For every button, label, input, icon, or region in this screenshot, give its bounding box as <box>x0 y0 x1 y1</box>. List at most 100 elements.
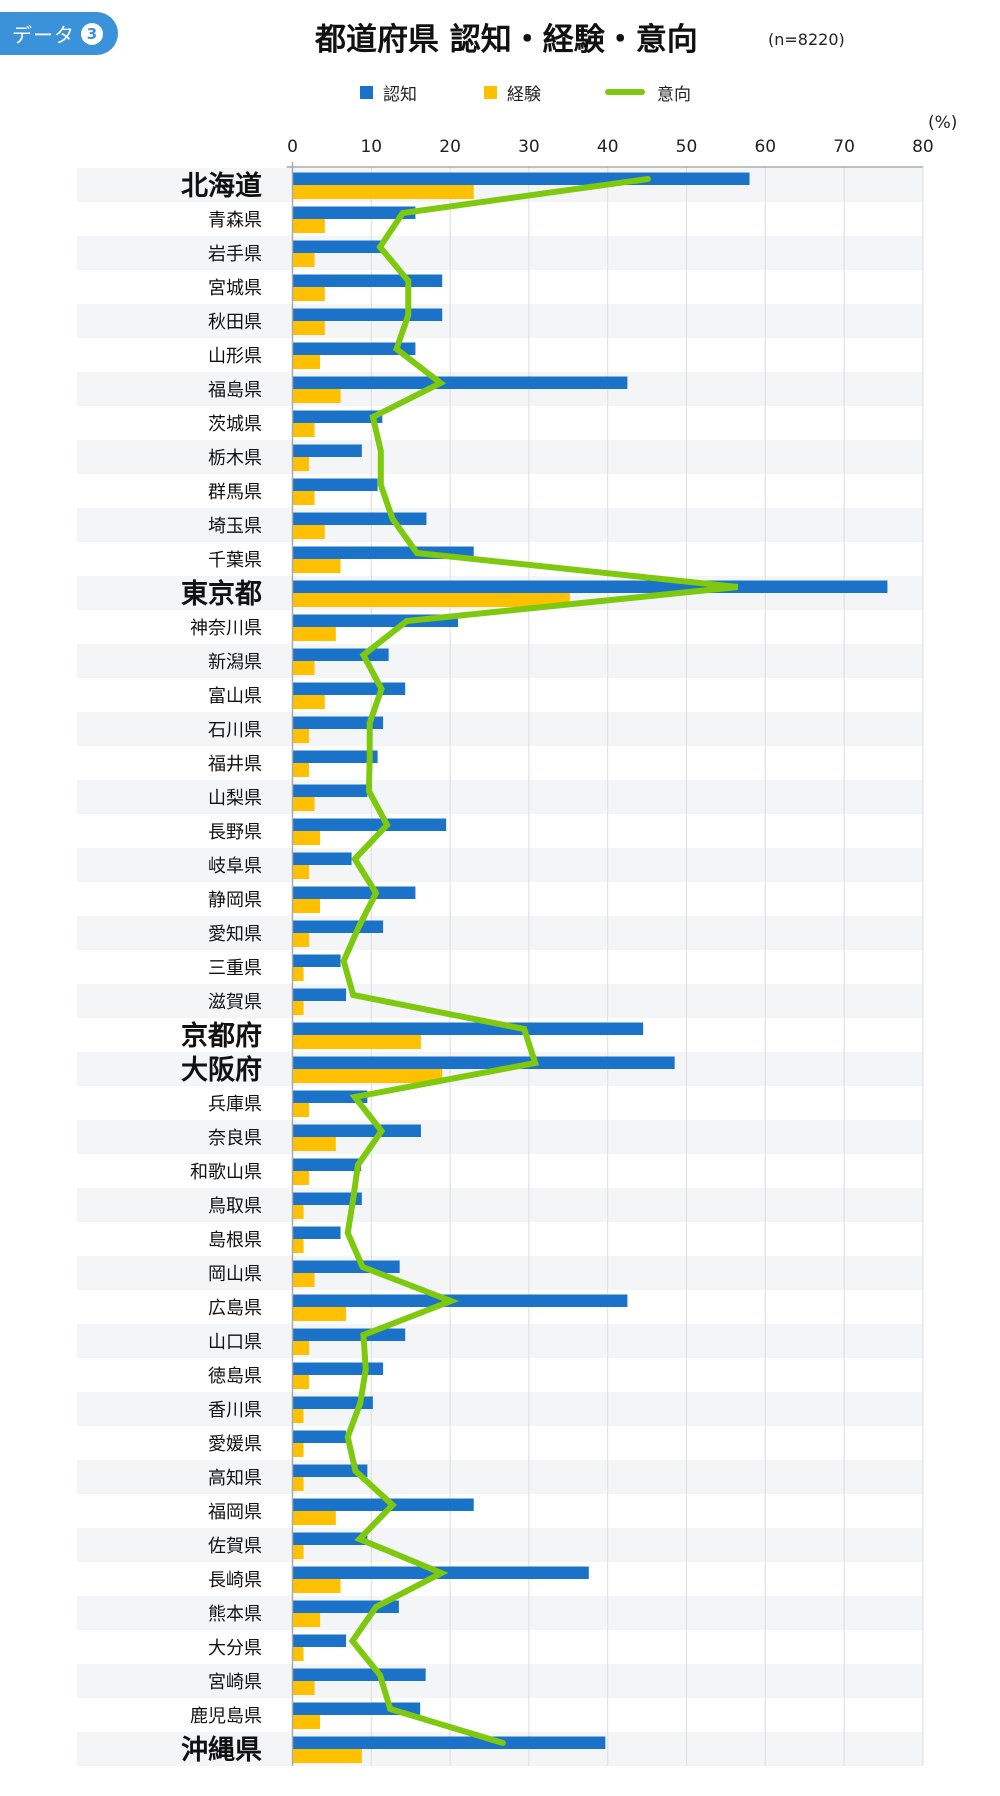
bar-experience <box>292 219 325 233</box>
bar-awareness <box>292 716 384 729</box>
bar-awareness <box>292 1056 675 1069</box>
category-label: 青森県 <box>208 210 262 231</box>
axis-unit: (%) <box>928 113 958 133</box>
bar-experience <box>292 1477 304 1491</box>
row-band <box>77 1528 923 1562</box>
bar-experience <box>292 1273 315 1287</box>
bar-awareness <box>292 240 384 253</box>
sample-size: (n=8220) <box>768 30 845 49</box>
bar-awareness <box>292 1736 606 1749</box>
category-label: 京都府 <box>181 1020 262 1052</box>
category-label: 東京都 <box>181 578 262 610</box>
bar-experience <box>292 661 315 675</box>
category-label: 佐賀県 <box>208 1536 262 1557</box>
category-label: 広島県 <box>208 1298 262 1319</box>
bar-experience <box>292 1647 304 1661</box>
row-band <box>77 1324 923 1358</box>
bar-experience <box>292 1681 315 1695</box>
row-band <box>77 984 923 1018</box>
bar-awareness <box>292 1294 628 1307</box>
bar-awareness <box>292 648 389 661</box>
category-label: 鳥取県 <box>208 1196 262 1217</box>
bar-experience <box>292 1715 321 1729</box>
row-band <box>77 1460 923 1494</box>
category-label: 新潟県 <box>208 652 262 673</box>
bar-experience <box>292 1341 310 1355</box>
bar-experience <box>292 457 310 471</box>
bar-awareness <box>292 920 384 933</box>
bar-awareness <box>292 1158 362 1171</box>
x-tick-label: 10 <box>360 137 382 157</box>
bar-awareness <box>292 784 368 797</box>
category-label: 長崎県 <box>208 1570 262 1591</box>
bar-experience <box>292 933 310 947</box>
bar-awareness <box>292 1498 474 1511</box>
bar-experience <box>292 321 325 335</box>
bar-experience <box>292 1137 336 1151</box>
bar-awareness <box>292 444 362 457</box>
category-label: 山梨県 <box>208 788 262 809</box>
bar-awareness <box>292 1634 347 1647</box>
bar-awareness <box>292 1022 644 1035</box>
bar-experience <box>292 831 321 845</box>
bar-experience <box>292 1069 443 1083</box>
category-label: 香川県 <box>208 1400 262 1421</box>
category-label: 島根県 <box>208 1230 262 1251</box>
bar-experience <box>292 1409 304 1423</box>
category-label: 山形県 <box>208 346 262 367</box>
bar-experience <box>292 525 325 539</box>
legend-item-experience: 経験 <box>484 80 541 105</box>
bar-awareness <box>292 410 383 423</box>
legend: 認知 経験 意向 <box>0 80 1000 105</box>
bar-experience <box>292 1749 362 1763</box>
legend-swatch-yellow-icon <box>484 85 497 99</box>
bar-awareness <box>292 512 427 525</box>
category-label: 栃木県 <box>208 448 262 469</box>
category-label: 宮城県 <box>208 278 262 299</box>
bar-awareness <box>292 954 341 967</box>
x-tick-label: 30 <box>518 137 540 157</box>
category-label: 福井県 <box>208 754 262 775</box>
bar-experience <box>292 1103 310 1117</box>
bar-experience <box>292 729 310 743</box>
category-label: 高知県 <box>208 1468 262 1489</box>
row-band <box>77 236 923 270</box>
bar-experience <box>292 253 315 267</box>
row-band <box>77 1664 923 1698</box>
bar-awareness <box>292 1532 368 1545</box>
bar-awareness <box>292 1226 341 1239</box>
row-band <box>77 916 923 950</box>
bar-experience <box>292 389 341 403</box>
bar-awareness <box>292 1260 400 1273</box>
bar-experience <box>292 1171 310 1185</box>
category-label: 福島県 <box>208 380 262 401</box>
bar-awareness <box>292 1396 373 1409</box>
category-label: 大阪府 <box>181 1054 262 1086</box>
bar-awareness <box>292 818 447 831</box>
row-band <box>77 508 923 542</box>
legend-swatch-blue-icon <box>360 85 373 99</box>
x-tick-label: 70 <box>833 137 855 157</box>
row-band <box>77 1596 923 1630</box>
legend-label: 経験 <box>507 84 541 105</box>
bar-awareness <box>292 308 443 321</box>
category-label: 福岡県 <box>208 1502 262 1523</box>
bar-awareness <box>292 1668 426 1681</box>
intention-line <box>340 176 739 1746</box>
category-label: 岐阜県 <box>208 856 262 877</box>
bar-experience <box>292 423 315 437</box>
legend-label: 認知 <box>383 84 417 105</box>
bar-awareness <box>292 206 416 219</box>
bar-experience <box>292 627 336 641</box>
row-band <box>77 1120 923 1154</box>
bar-experience <box>292 1239 304 1253</box>
legend-item-intention: 意向 <box>605 80 691 105</box>
bar-experience <box>292 593 570 607</box>
row-band <box>77 1256 923 1290</box>
category-label: 岩手県 <box>208 244 262 265</box>
category-label: 秋田県 <box>208 312 262 333</box>
category-label: 山口県 <box>208 1332 262 1353</box>
bar-experience <box>292 1579 341 1593</box>
category-label: 埼玉県 <box>208 516 262 537</box>
